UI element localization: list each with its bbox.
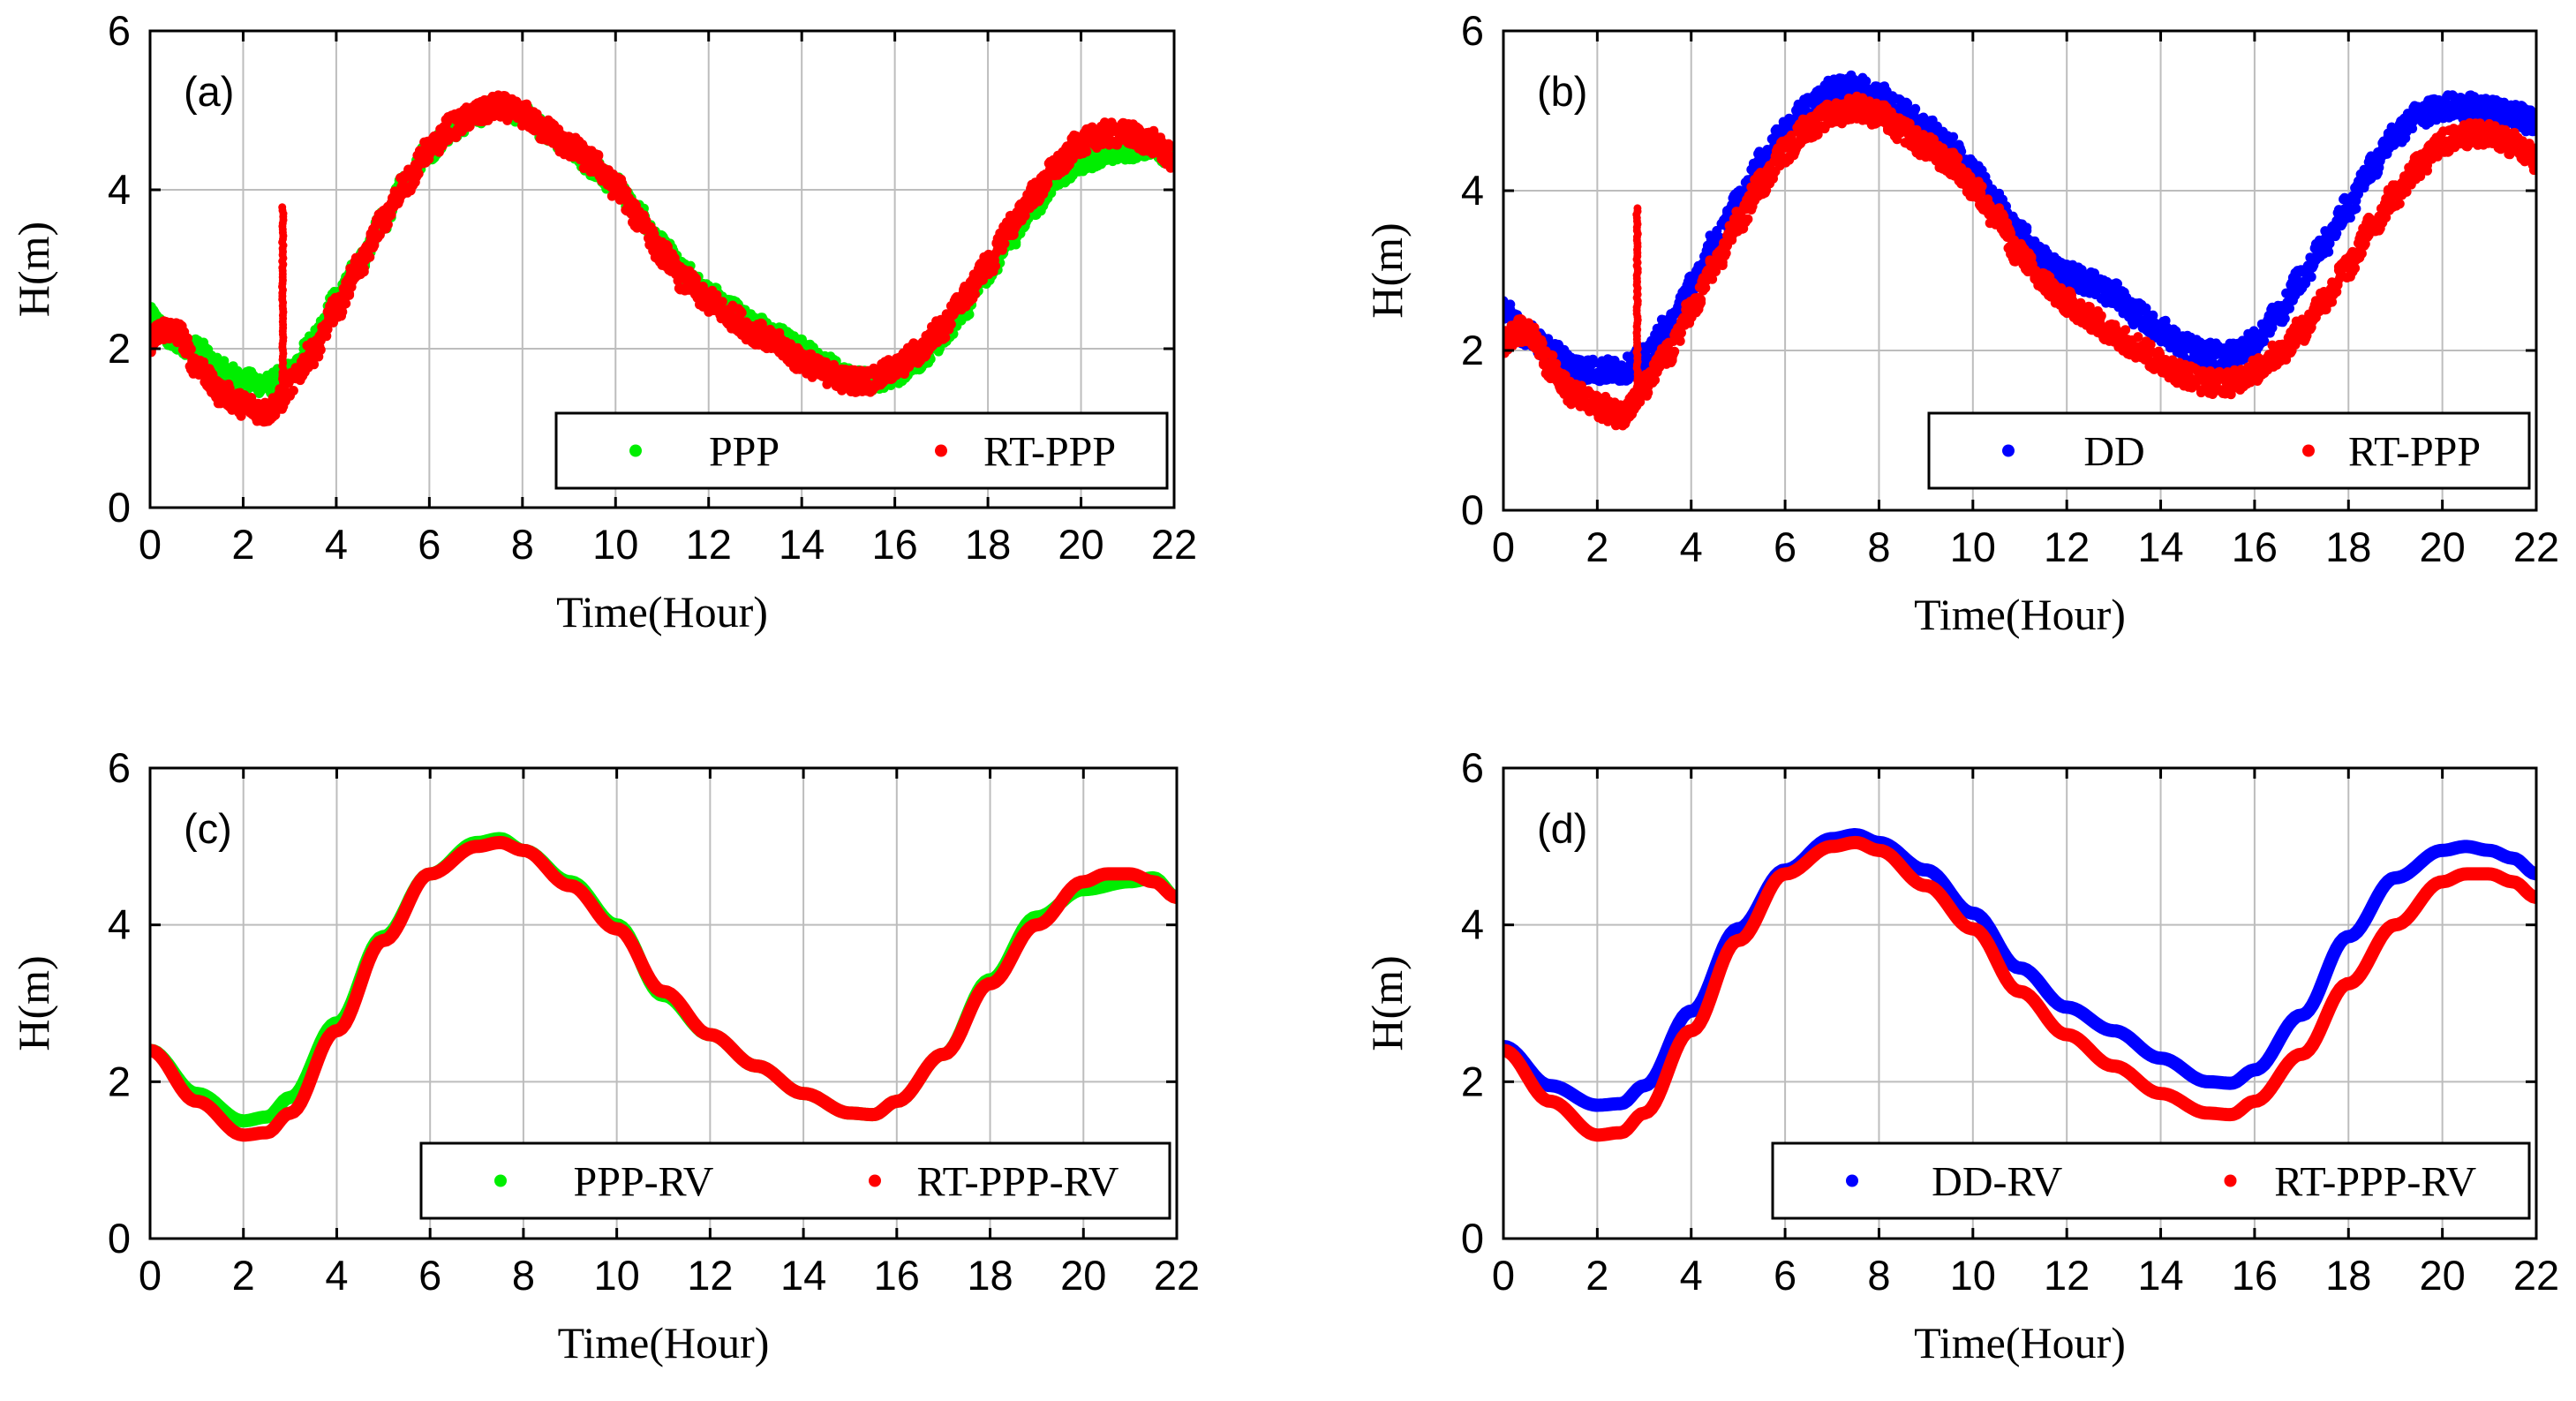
- data-point: [829, 360, 840, 371]
- series-dd: [1503, 70, 2536, 387]
- series-layer: [150, 90, 1174, 427]
- x-tick-label: 0: [139, 521, 162, 568]
- data-point: [2022, 222, 2032, 233]
- x-tick-label: 2: [231, 521, 254, 568]
- data-point: [386, 209, 396, 220]
- x-tick-label: 12: [686, 521, 732, 568]
- data-point: [2113, 279, 2122, 289]
- series-rt-ppp: [150, 90, 1174, 427]
- data-point: [341, 298, 351, 309]
- legend-label: PPP: [709, 429, 780, 476]
- legend: PPP RT-PPP: [554, 411, 1169, 490]
- panel-label: (a): [184, 68, 234, 115]
- legend-marker: [629, 444, 642, 457]
- legend-box: [554, 411, 1169, 490]
- panel-a: 0 2 4 6 8 10 12 14 16 18 20 22 0 2 4 6 Time(Hour) H(m) (a)…: [9, 7, 1197, 636]
- data-point: [315, 344, 326, 355]
- x-tick-label: 16: [871, 521, 917, 568]
- x-tick-label: 18: [965, 521, 1011, 568]
- x-tick-label: 14: [779, 521, 825, 568]
- data-point: [1505, 299, 1516, 310]
- data-point: [1043, 178, 1053, 189]
- x-tick-label: 8: [511, 521, 534, 568]
- data-point: [717, 297, 727, 307]
- y-tick-label: 6: [108, 7, 131, 54]
- x-axis-label: Time(Hour): [556, 587, 768, 636]
- data-point: [413, 169, 424, 179]
- data-point: [322, 324, 333, 335]
- data-point: [1081, 147, 1092, 157]
- data-point: [1020, 210, 1030, 221]
- data-point: [1011, 239, 1021, 250]
- spike-point: [278, 203, 287, 212]
- legend-marker: [935, 444, 947, 457]
- data-point: [712, 290, 722, 300]
- data-point: [369, 240, 380, 251]
- data-point: [945, 319, 956, 329]
- x-tick-label: 22: [1151, 521, 1197, 568]
- data-point: [382, 219, 393, 230]
- data-point: [1168, 141, 1174, 152]
- y-tick-label: 2: [108, 325, 131, 372]
- x-tick-label: 20: [1058, 521, 1103, 568]
- data-point: [990, 260, 1001, 271]
- panel-b: 0 2 4 6 8 10 12 14 16 18 20 220246Time(Hour)H(m)(b)…: [1362, 7, 2559, 639]
- data-point: [309, 359, 320, 370]
- y-tick-label: 0: [108, 484, 131, 531]
- data-point: [185, 344, 196, 354]
- axes-frame: [148, 29, 1176, 509]
- y-axis-label: H(m): [9, 222, 58, 317]
- y-tick-label: 4: [108, 166, 131, 213]
- data-point: [288, 386, 298, 395]
- data-point: [964, 309, 975, 320]
- data-point: [1861, 76, 1872, 87]
- x-tick-label: 4: [325, 521, 348, 568]
- x-tick-label: 10: [592, 521, 638, 568]
- data-point: [358, 263, 369, 274]
- data-point: [940, 332, 951, 343]
- series-layer: [1503, 70, 2536, 431]
- data-point: [1948, 132, 1959, 142]
- legend-label: RT-PPP: [983, 429, 1116, 476]
- x-tick-label: 6: [418, 521, 441, 568]
- data-point: [736, 307, 747, 318]
- data-point: [821, 357, 832, 367]
- data-point: [365, 252, 375, 262]
- data-point: [1910, 103, 1921, 114]
- data-point: [1902, 98, 1913, 109]
- data-point: [593, 151, 604, 162]
